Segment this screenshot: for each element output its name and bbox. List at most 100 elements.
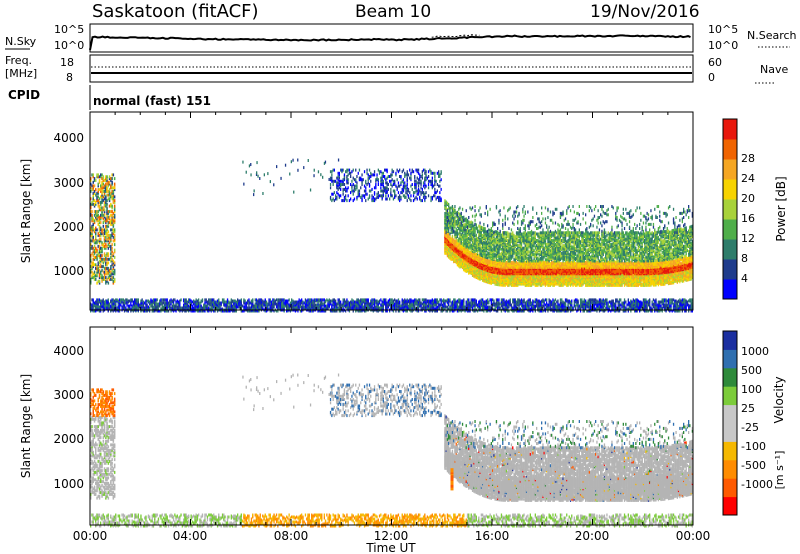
power-cell	[410, 173, 412, 177]
power-cell	[458, 221, 460, 225]
power-cell	[91, 276, 93, 280]
power-cell	[102, 199, 105, 203]
power-cell	[209, 307, 211, 311]
power-cell	[458, 227, 460, 230]
power-cell	[385, 178, 387, 182]
power-cell	[283, 305, 285, 309]
power-cell	[282, 304, 284, 308]
power-cell	[397, 191, 400, 195]
power-cell	[111, 243, 113, 247]
power-cell	[390, 307, 392, 311]
power-cell	[384, 176, 386, 180]
power-cell	[106, 189, 108, 193]
power-cell	[97, 252, 99, 256]
power-cell	[380, 183, 382, 186]
power-cell	[373, 192, 376, 196]
power-cell	[160, 307, 162, 311]
power-cell	[107, 304, 109, 308]
power-cell	[365, 186, 367, 190]
power-cell	[270, 304, 273, 308]
power-cell	[177, 307, 180, 311]
power-cell	[356, 306, 358, 310]
power-cell	[439, 184, 441, 188]
power-cell	[113, 239, 116, 243]
power-cell	[291, 302, 293, 306]
power-cell	[201, 309, 204, 313]
power-cell	[475, 252, 477, 256]
power-cell	[113, 188, 116, 192]
power-cell	[107, 270, 110, 274]
power-cell	[375, 301, 377, 305]
power-cell	[461, 237, 464, 241]
power-cell	[469, 254, 471, 258]
power-cell	[438, 173, 440, 177]
power-cell	[487, 251, 489, 255]
power-cell	[495, 240, 498, 244]
power-cell	[126, 298, 128, 302]
power-cell	[385, 300, 387, 304]
power-cell	[475, 233, 477, 237]
power-cell	[470, 248, 472, 252]
power-cell	[401, 170, 403, 174]
power-cell	[199, 306, 201, 310]
power-cell	[105, 230, 107, 234]
power-cell	[110, 246, 112, 250]
power-cell	[461, 235, 464, 239]
power-cell	[445, 214, 447, 218]
power-cell	[405, 302, 407, 306]
power-cell	[196, 299, 199, 303]
power-cell	[459, 228, 461, 232]
power-cell	[131, 306, 133, 310]
power-cell	[102, 265, 105, 269]
power-cell	[498, 301, 500, 305]
power-cell	[368, 175, 371, 178]
power-cell	[164, 301, 166, 305]
power-cell	[444, 301, 446, 305]
power-cell	[365, 181, 367, 185]
power-cell	[196, 301, 199, 305]
power-cell	[103, 211, 106, 215]
power-cell	[116, 298, 118, 302]
power-cell	[90, 202, 92, 206]
power-cell	[368, 306, 371, 310]
power-cell	[97, 298, 99, 302]
power-cell	[351, 303, 353, 307]
power-cell	[499, 238, 501, 242]
power-cell	[194, 305, 196, 309]
power-cell	[341, 183, 343, 186]
power-cell	[422, 302, 425, 306]
power-cell	[342, 306, 344, 310]
power-cell	[122, 305, 124, 309]
power-cell	[105, 254, 107, 258]
power-cell	[112, 259, 115, 263]
power-cell	[455, 231, 457, 235]
power-cell	[92, 298, 94, 302]
power-cell	[113, 208, 116, 212]
power-cell	[450, 206, 452, 210]
power-cell	[225, 300, 227, 304]
power-cell	[311, 307, 313, 311]
power-cell	[455, 211, 457, 215]
power-cell	[159, 309, 161, 313]
power-cell	[492, 247, 494, 251]
power-cell	[113, 263, 116, 267]
power-cell	[97, 219, 99, 223]
power-cell	[102, 182, 105, 186]
power-cell	[96, 307, 98, 311]
power-cell	[487, 300, 489, 304]
power-cell	[170, 306, 172, 310]
power-cell	[113, 215, 116, 219]
power-cell	[113, 261, 116, 265]
beam-title: Beam 10	[355, 2, 431, 22]
power-cell	[125, 301, 127, 305]
power-cell	[401, 179, 403, 183]
power-cell	[113, 219, 116, 223]
power-cell	[402, 168, 405, 172]
power-cell	[494, 302, 496, 306]
power-cell	[101, 246, 103, 250]
power-cell	[91, 173, 93, 177]
power-scatter-plot	[90, 158, 693, 313]
power-cell	[382, 298, 384, 302]
power-cell	[265, 304, 268, 308]
